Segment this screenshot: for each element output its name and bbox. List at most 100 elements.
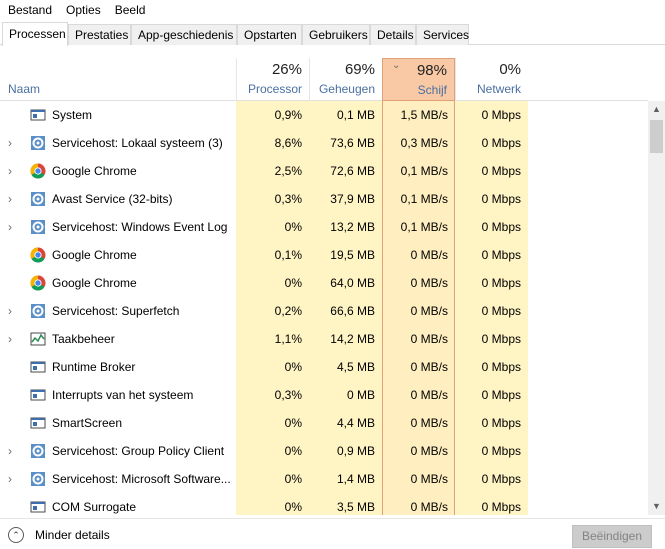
process-row[interactable]: › Google Chrome 2,5% 72,6 MB 0,1 MB/s 0 Mbps: [0, 157, 648, 185]
chevron-right-icon[interactable]: ›: [8, 220, 12, 234]
network-total-percent: 0%: [499, 61, 521, 78]
network-value: 0 Mbps: [481, 416, 521, 430]
chevron-right-icon[interactable]: ›: [8, 444, 12, 458]
vertical-scrollbar[interactable]: ▲ ▼: [648, 101, 665, 515]
window-icon: [30, 107, 46, 123]
column-disk-header[interactable]: ⌄ 98% Schijf: [382, 58, 455, 101]
network-column-background: [455, 101, 528, 515]
memory-total-percent: 69%: [344, 61, 375, 78]
disk-value: 0,1 MB/s: [400, 220, 448, 234]
tab-app-geschiedenis[interactable]: App-geschiedenis: [131, 24, 237, 45]
fewer-details-label: Minder details: [35, 528, 110, 542]
network-value: 0 Mbps: [481, 444, 521, 458]
process-name: Runtime Broker: [52, 360, 136, 374]
process-row[interactable]: › Servicehost: Group Policy Client 0% 0,9 M…: [0, 437, 648, 465]
end-task-button[interactable]: Beëindigen: [572, 525, 652, 548]
disk-value: 0 MB/s: [410, 416, 448, 430]
network-value: 0 Mbps: [481, 500, 521, 514]
process-name: Google Chrome: [52, 248, 137, 262]
memory-value: 37,9 MB: [330, 192, 375, 206]
process-row[interactable]: › Taakbeheer 1,1% 14,2 MB 0 MB/s 0 Mbps: [0, 325, 648, 353]
memory-value: 4,5 MB: [336, 360, 375, 374]
disk-value: 0 MB/s: [410, 444, 448, 458]
process-row[interactable]: SmartScreen 0% 4,4 MB 0 MB/s 0 Mbps: [0, 409, 648, 437]
column-network-header[interactable]: 0% Netwerk: [455, 58, 528, 101]
process-row[interactable]: › Servicehost: Windows Event Log 0% 13,2 MB…: [0, 213, 648, 241]
cpu-value: 0,9%: [274, 108, 302, 122]
memory-column-label: Geheugen: [318, 82, 375, 96]
chevron-right-icon[interactable]: ›: [8, 332, 12, 346]
window-icon: [30, 415, 46, 431]
disk-value: 0 MB/s: [410, 360, 448, 374]
network-value: 0 Mbps: [481, 136, 521, 150]
network-value: 0 Mbps: [481, 276, 521, 290]
cpu-value: 1,1%: [274, 332, 302, 346]
process-name: Taakbeheer: [52, 332, 115, 346]
tab-services[interactable]: Services: [416, 24, 469, 45]
cpu-value: 0%: [284, 360, 302, 374]
menu-item-bestand[interactable]: Bestand: [8, 3, 53, 17]
chevron-right-icon[interactable]: ›: [8, 136, 12, 150]
memory-value: 0,9 MB: [336, 444, 375, 458]
menu-item-opties[interactable]: Opties: [66, 3, 101, 17]
cpu-value: 0%: [284, 500, 302, 514]
process-row[interactable]: System 0,9% 0,1 MB 1,5 MB/s 0 Mbps: [0, 101, 648, 129]
process-row[interactable]: Interrupts van het systeem 0,3% 0 MB 0 MB/s…: [0, 381, 648, 409]
cpu-column-label: Processor: [247, 82, 302, 96]
tab-prestaties[interactable]: Prestaties: [68, 24, 131, 45]
cpu-value: 2,5%: [274, 164, 302, 178]
process-name: Avast Service (32-bits): [52, 192, 173, 206]
process-name: Servicehost: Group Policy Client: [52, 444, 225, 458]
chrome-icon: [30, 247, 46, 263]
menu-item-beeld[interactable]: Beeld: [114, 3, 146, 17]
process-row[interactable]: › Avast Service (32-bits) 0,3% 37,9 MB 0,1 M…: [0, 185, 648, 213]
tab-opstarten[interactable]: Opstarten: [237, 24, 302, 45]
process-row[interactable]: Google Chrome 0,1% 19,5 MB 0 MB/s 0 Mbps: [0, 241, 648, 269]
taskmgr-icon: [30, 331, 46, 347]
scroll-down-arrow-icon[interactable]: ▼: [652, 501, 661, 511]
process-row[interactable]: Google Chrome 0% 64,0 MB 0 MB/s 0 Mbps: [0, 269, 648, 297]
process-row[interactable]: › Servicehost: Microsoft Software... 0% 1,4…: [0, 465, 648, 493]
column-name-header[interactable]: Naam: [8, 82, 41, 96]
column-cpu-header[interactable]: 26% Processor: [236, 58, 309, 101]
fewer-details-button[interactable]: ⌃ Minder details: [8, 527, 110, 543]
cpu-value: 0,3%: [274, 388, 302, 402]
chrome-icon: [30, 163, 46, 179]
network-value: 0 Mbps: [481, 332, 521, 346]
cpu-value: 0,1%: [274, 248, 302, 262]
chevron-up-icon: ⌃: [8, 527, 24, 543]
network-value: 0 Mbps: [481, 220, 521, 234]
chevron-right-icon[interactable]: ›: [8, 472, 12, 486]
network-value: 0 Mbps: [481, 388, 521, 402]
memory-value: 64,0 MB: [330, 276, 375, 290]
process-name: Google Chrome: [52, 276, 137, 290]
memory-value: 19,5 MB: [330, 248, 375, 262]
cpu-value: 0%: [284, 472, 302, 486]
cpu-value: 0%: [284, 416, 302, 430]
disk-value: 0 MB/s: [410, 332, 448, 346]
process-row[interactable]: Runtime Broker 0% 4,5 MB 0 MB/s 0 Mbps: [0, 353, 648, 381]
network-value: 0 Mbps: [481, 248, 521, 262]
memory-value: 72,6 MB: [330, 164, 375, 178]
disk-column-label: Schijf: [417, 83, 447, 97]
process-row[interactable]: COM Surrogate 0% 3,5 MB 0 MB/s 0 Mbps: [0, 493, 648, 515]
process-name: Google Chrome: [52, 164, 137, 178]
gear-icon: [30, 443, 46, 459]
column-memory-header[interactable]: 69% Geheugen: [309, 58, 382, 101]
network-column-label: Netwerk: [476, 82, 521, 96]
process-name: SmartScreen: [52, 416, 123, 430]
process-row[interactable]: › Servicehost: Superfetch 0,2% 66,6 MB 0 MB/…: [0, 297, 648, 325]
scrollbar-thumb[interactable]: [650, 120, 663, 153]
chevron-right-icon[interactable]: ›: [8, 192, 12, 206]
tab-details[interactable]: Details: [370, 24, 416, 45]
scroll-up-arrow-icon[interactable]: ▲: [652, 104, 661, 114]
chevron-right-icon[interactable]: ›: [8, 164, 12, 178]
memory-value: 0 MB: [346, 388, 375, 402]
process-list: System 0,9% 0,1 MB 1,5 MB/s 0 Mbps › Serviceho…: [0, 101, 648, 515]
window-icon: [30, 387, 46, 403]
chevron-right-icon[interactable]: ›: [8, 304, 12, 318]
tab-gebruikers[interactable]: Gebruikers: [302, 24, 370, 45]
tab-processen[interactable]: Processen: [2, 22, 68, 46]
gear-icon: [30, 191, 46, 207]
process-row[interactable]: › Servicehost: Lokaal systeem (3) 8,6% 73,6…: [0, 129, 648, 157]
